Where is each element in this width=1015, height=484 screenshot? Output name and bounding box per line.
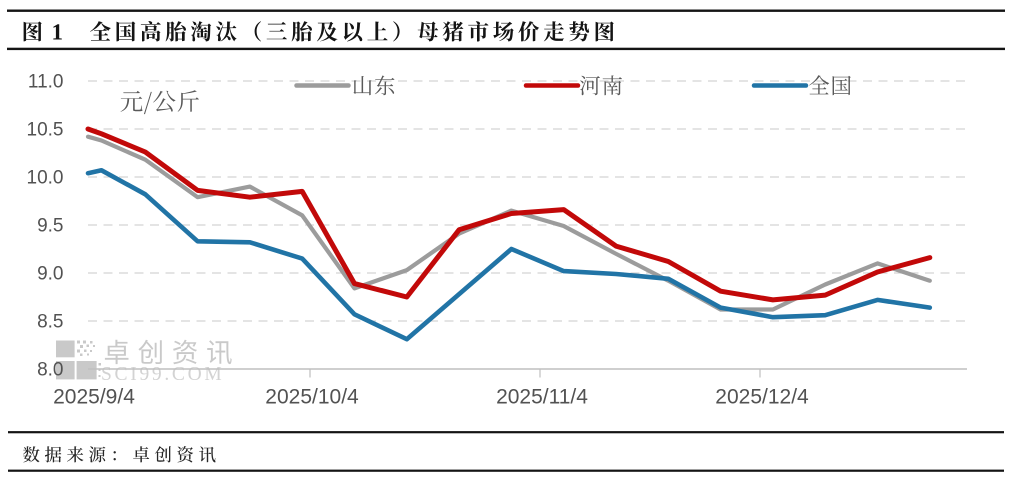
svg-text:SCI99.COM: SCI99.COM — [101, 364, 224, 385]
svg-text:8.0: 8.0 — [37, 360, 63, 381]
svg-text:8.5: 8.5 — [37, 312, 63, 333]
svg-text:10.0: 10.0 — [27, 168, 64, 189]
svg-text:2025/11/4: 2025/11/4 — [496, 386, 588, 409]
svg-text:2025/12/4: 2025/12/4 — [715, 386, 809, 409]
svg-text:11.0: 11.0 — [28, 72, 64, 93]
svg-text:2025/9/4: 2025/9/4 — [53, 386, 135, 409]
svg-text:9.5: 9.5 — [37, 216, 63, 237]
svg-text:10.5: 10.5 — [27, 120, 64, 141]
svg-text:2025/10/4: 2025/10/4 — [265, 386, 359, 409]
svg-text:9.0: 9.0 — [37, 264, 63, 285]
